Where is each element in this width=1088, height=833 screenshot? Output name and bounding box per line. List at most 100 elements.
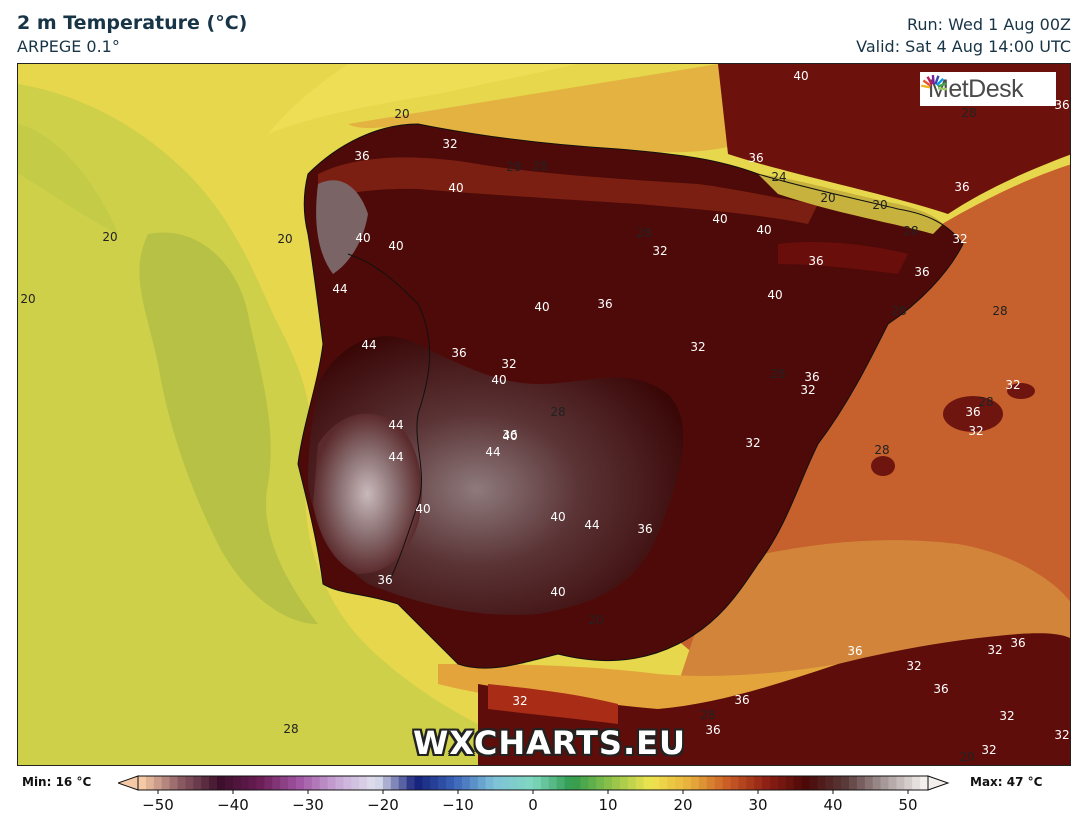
contour-label: 44 bbox=[584, 518, 599, 532]
colorbar-swatch bbox=[580, 776, 589, 790]
contour-label: 28 bbox=[903, 224, 918, 238]
colorbar-swatch bbox=[698, 776, 708, 790]
colorbar-swatch bbox=[809, 776, 818, 790]
colorbar-swatch bbox=[627, 776, 637, 790]
contour-label: 36 bbox=[1054, 98, 1069, 112]
colorbar-swatch bbox=[296, 776, 305, 790]
colorbar-swatch bbox=[691, 776, 700, 790]
contour-label: 36 bbox=[734, 693, 749, 707]
colorbar-swatch bbox=[896, 776, 905, 790]
colorbar-swatch bbox=[643, 776, 652, 790]
contour-label: 32 bbox=[952, 232, 967, 246]
colorbar-swatch bbox=[888, 776, 897, 790]
colorbar-swatch bbox=[904, 776, 913, 790]
colorbar-swatch bbox=[351, 776, 360, 790]
africa-coast-cool bbox=[488, 684, 618, 724]
colorbar-swatch bbox=[398, 776, 408, 790]
contour-label: 32 bbox=[442, 137, 457, 151]
colorbar-swatch bbox=[406, 776, 415, 790]
colorbar-swatch bbox=[920, 776, 929, 790]
colorbar-swatch bbox=[256, 776, 265, 790]
contour-label: 44 bbox=[388, 418, 403, 432]
model-name: ARPEGE 0.1° bbox=[17, 37, 120, 56]
colorbar-swatch bbox=[833, 776, 842, 790]
contour-label: 36 bbox=[954, 180, 969, 194]
colorbar-swatch bbox=[659, 776, 668, 790]
colorbar-swatch bbox=[746, 776, 755, 790]
wxcharts-watermark: WXCHARTS.EU bbox=[413, 724, 686, 762]
colorbar-swatch bbox=[185, 776, 194, 790]
colorbar-swatch bbox=[525, 776, 534, 790]
colorbar-swatch bbox=[738, 776, 747, 790]
colorbar-right-arrow bbox=[927, 775, 950, 791]
colorbar-swatch bbox=[177, 776, 186, 790]
colorbar-swatch bbox=[264, 776, 273, 790]
colorbar-tick-label: 40 bbox=[823, 796, 842, 814]
contour-label: 40 bbox=[534, 300, 549, 314]
colorbar-swatch bbox=[517, 776, 526, 790]
contour-label: 20 bbox=[872, 198, 887, 212]
contour-label: 40 bbox=[355, 231, 370, 245]
colorbar-swatch bbox=[382, 776, 392, 790]
colorbar-swatch bbox=[872, 776, 882, 790]
contour-label: 28 bbox=[532, 159, 547, 173]
contour-label: 36 bbox=[965, 405, 980, 419]
colorbar-left-arrow bbox=[118, 775, 139, 791]
colorbar-tick-label: −40 bbox=[217, 796, 249, 814]
colorbar-swatch bbox=[272, 776, 281, 790]
colorbar-swatch bbox=[754, 776, 763, 790]
colorbar-swatch bbox=[217, 776, 226, 790]
portugal-hot-core bbox=[313, 413, 422, 574]
contour-label: 40 bbox=[550, 510, 565, 524]
colorbar-swatch bbox=[540, 776, 550, 790]
contour-label: 28 bbox=[874, 443, 889, 457]
map-title: 2 m Temperature (°C) bbox=[17, 12, 248, 34]
colorbar-swatch bbox=[509, 776, 518, 790]
temperature-colorbar: −50 −40 −30 −20 −10 0 10 20 30 40 50 bbox=[118, 775, 950, 814]
contour-label: 28 bbox=[891, 304, 906, 318]
contour-label: 36 bbox=[451, 346, 466, 360]
colorbar-swatch bbox=[548, 776, 558, 790]
contour-label: 32 bbox=[1054, 728, 1069, 742]
contour-label: 28 bbox=[992, 304, 1007, 318]
colorbar-swatch bbox=[722, 776, 731, 790]
contour-label: 40 bbox=[415, 502, 430, 516]
contour-label: 36 bbox=[748, 151, 763, 165]
contour-label: 32 bbox=[512, 694, 527, 708]
colorbar-swatch bbox=[912, 776, 921, 790]
colorbar-swatch bbox=[596, 776, 605, 790]
colorbar-tick-label: 50 bbox=[898, 796, 917, 814]
ebro-valley bbox=[778, 242, 908, 274]
contour-label: 36 bbox=[914, 265, 929, 279]
colorbar-swatch bbox=[856, 776, 866, 790]
colorbar-swatch bbox=[477, 776, 487, 790]
colorbar-swatch bbox=[619, 776, 629, 790]
contour-label: 36 bbox=[377, 573, 392, 587]
colorbar-swatch bbox=[280, 776, 289, 790]
contour-label: 36 bbox=[808, 254, 823, 268]
run-time: Run: Wed 1 Aug 00Z bbox=[906, 15, 1071, 34]
colorbar-swatch bbox=[335, 776, 344, 790]
contour-label: 40 bbox=[793, 69, 808, 83]
colorbar-swatch bbox=[675, 776, 684, 790]
colorbar-tick-label: −30 bbox=[292, 796, 324, 814]
colorbar-swatch bbox=[240, 776, 250, 790]
temperature-map[interactable]: 40 28 36 20 32 28 28 36 24 20 20 36 28 32 20 20 36 40 40 40… bbox=[17, 63, 1071, 766]
contour-label: 36 bbox=[1010, 636, 1025, 650]
contour-label: 40 bbox=[502, 429, 517, 443]
atlantic-inner-green bbox=[139, 232, 318, 624]
ibiza bbox=[871, 456, 895, 476]
colorbar-swatch bbox=[414, 776, 423, 790]
colorbar-swatch bbox=[706, 776, 716, 790]
colorbar-swatch bbox=[785, 776, 795, 790]
contour-label: 20 bbox=[394, 107, 409, 121]
contour-label: 28 bbox=[550, 405, 565, 419]
colorbar-swatch bbox=[375, 776, 384, 790]
colorbar-swatch bbox=[556, 776, 566, 790]
contour-label: 36 bbox=[597, 297, 612, 311]
mallorca bbox=[943, 396, 1003, 432]
contour-label: 44 bbox=[332, 282, 347, 296]
colorbar-swatch bbox=[145, 776, 155, 790]
